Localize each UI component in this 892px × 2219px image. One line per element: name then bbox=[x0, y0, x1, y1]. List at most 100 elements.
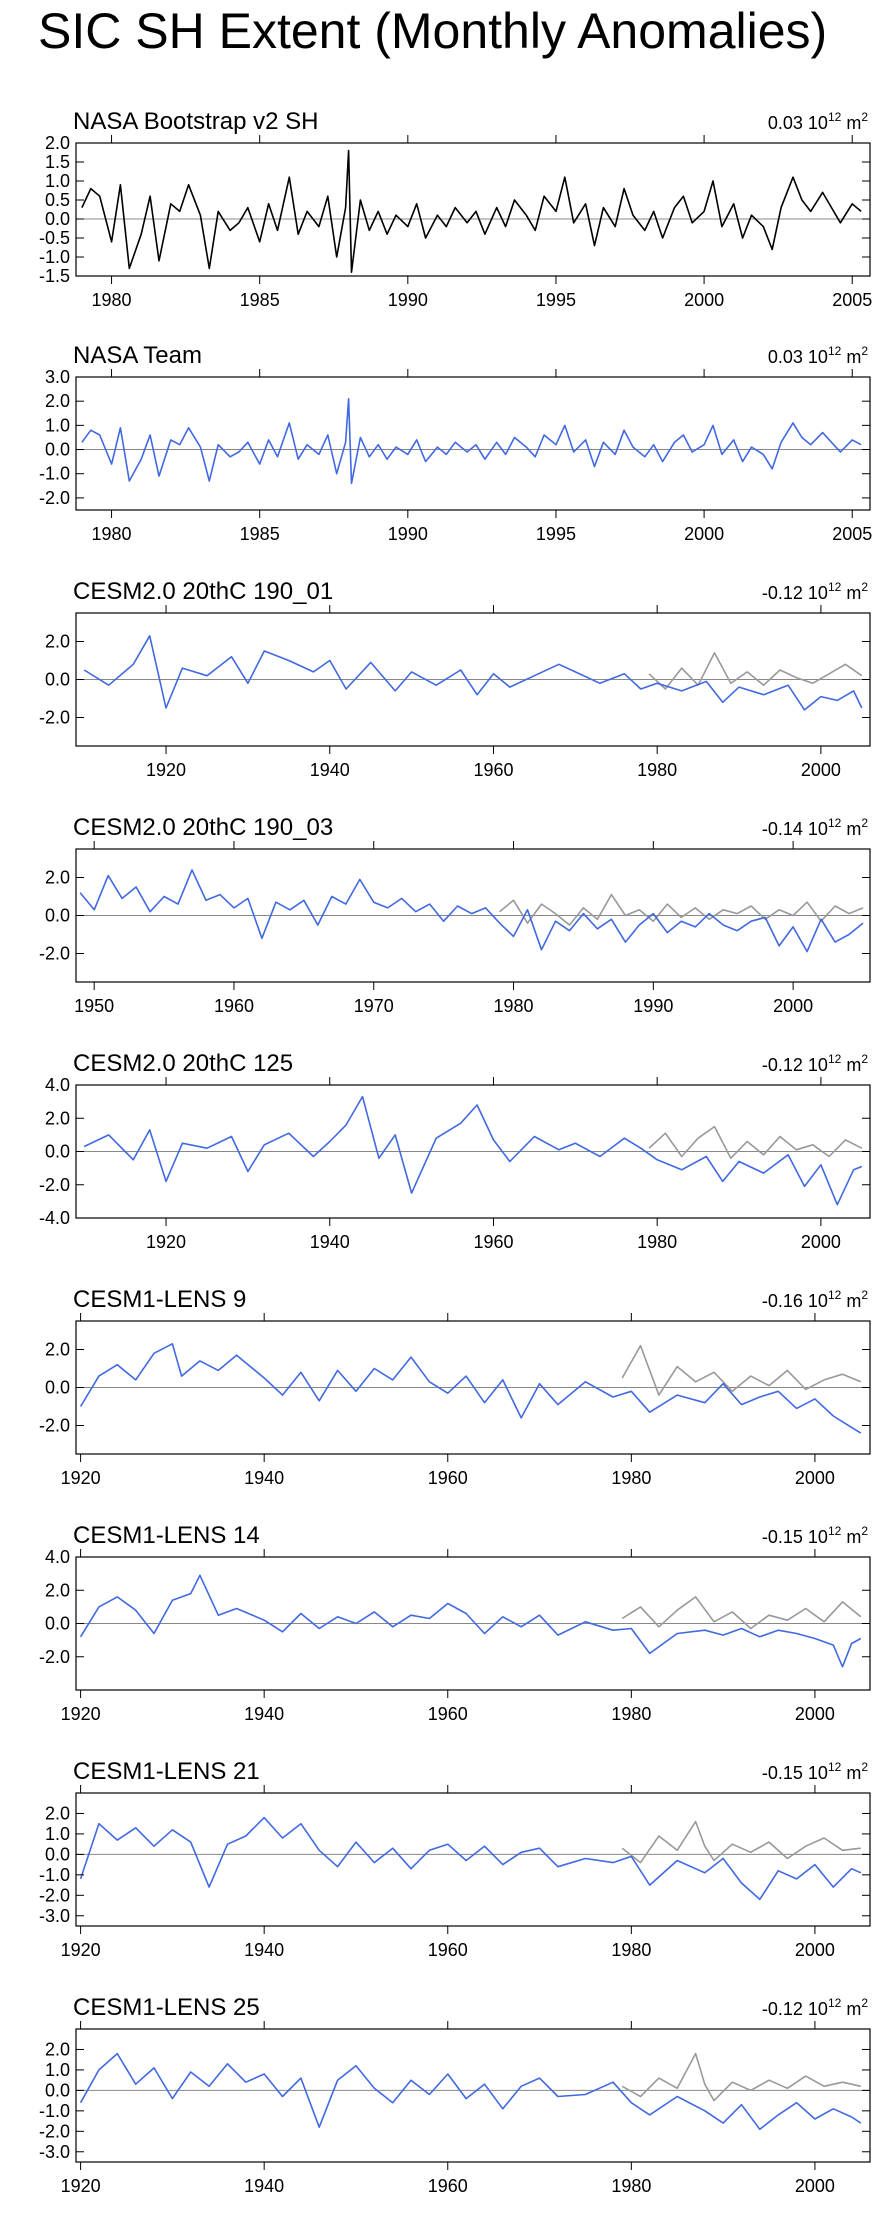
x-tick-label: 1980 bbox=[92, 290, 132, 310]
y-tick-label: 1.0 bbox=[45, 2060, 70, 2080]
x-tick-label: 1970 bbox=[354, 996, 394, 1016]
chart-panel-7: -2.0 0.0 2.0 4.0 1920 1940 1960 1980 2000 CESM1-L… bbox=[39, 1522, 871, 1724]
y-tick-label: 0.0 bbox=[45, 1142, 70, 1162]
y-tick-label: 2.0 bbox=[45, 1340, 70, 1360]
x-tick-label: 1980 bbox=[494, 996, 534, 1016]
y-tick-label: -1.0 bbox=[39, 464, 70, 484]
chart-panel-5: -4.0 -2.0 0.0 2.0 4.0 1920 1940 1960 1980 2000 CES… bbox=[39, 1050, 871, 1252]
y-tick-label: 1.5 bbox=[45, 152, 70, 172]
y-tick-label: -1.5 bbox=[39, 266, 70, 286]
x-tick-label: 1940 bbox=[244, 1468, 284, 1488]
series-line-1 bbox=[648, 652, 863, 690]
panel-stat: -0.12 1012 m2 bbox=[762, 1996, 868, 2019]
y-tick-label: 2.0 bbox=[45, 868, 70, 888]
x-tick-label: 2005 bbox=[832, 524, 872, 544]
x-tick-label: 1960 bbox=[428, 1940, 468, 1960]
page-title: SIC SH Extent (Monthly Anomalies) bbox=[38, 3, 828, 59]
chart-panel-6: -2.0 0.0 2.0 1920 1940 1960 1980 2000 CESM1-LENS… bbox=[39, 1286, 871, 1488]
panel-stat: -0.15 1012 m2 bbox=[762, 1524, 868, 1547]
y-tick-label: -3.0 bbox=[39, 1906, 70, 1926]
x-tick-label: 1940 bbox=[244, 1940, 284, 1960]
y-tick-label: 1.0 bbox=[45, 1824, 70, 1844]
y-tick-label: 2.0 bbox=[45, 391, 70, 411]
series-line-1 bbox=[621, 1344, 862, 1396]
y-tick-label: -1.0 bbox=[39, 247, 70, 267]
chart-panel-4: -2.0 0.0 2.0 1950 1960 1970 1980 1990 2000 CESM2.… bbox=[39, 814, 871, 1016]
y-tick-label: 0.0 bbox=[45, 440, 70, 460]
series-line-1 bbox=[81, 397, 862, 485]
y-tick-label: -2.0 bbox=[39, 1885, 70, 1905]
y-tick-label: 2.0 bbox=[45, 1580, 70, 1600]
panel-title: CESM2.0 20thC 125 bbox=[73, 1050, 293, 1077]
x-tick-label: 1960 bbox=[473, 760, 513, 780]
y-tick-label: -3.0 bbox=[39, 2142, 70, 2162]
y-tick-label: 0.0 bbox=[45, 1614, 70, 1634]
y-tick-label: 4.0 bbox=[45, 1547, 70, 1567]
plot-frame bbox=[75, 376, 871, 511]
y-tick-label: 2.0 bbox=[45, 632, 70, 652]
y-tick-label: 2.0 bbox=[45, 133, 70, 153]
series-line-1 bbox=[81, 149, 862, 274]
panel-stat: -0.12 1012 m2 bbox=[762, 580, 868, 603]
series-line-2 bbox=[79, 1574, 862, 1668]
series-line-2 bbox=[79, 1816, 862, 1901]
x-tick-label: 1960 bbox=[473, 1232, 513, 1252]
plot-frame bbox=[75, 2028, 871, 2163]
x-tick-label: 2000 bbox=[795, 2176, 835, 2196]
x-tick-label: 1980 bbox=[92, 524, 132, 544]
x-tick-label: 1940 bbox=[310, 760, 350, 780]
y-tick-label: 1.0 bbox=[45, 171, 70, 191]
plot-frame bbox=[75, 1792, 871, 1927]
y-tick-label: 2.0 bbox=[45, 2039, 70, 2059]
x-tick-label: 2005 bbox=[832, 290, 872, 310]
panel-title: CESM2.0 20thC 190_03 bbox=[73, 814, 333, 841]
series-line-2 bbox=[79, 1343, 862, 1434]
y-tick-label: 3.0 bbox=[45, 367, 70, 387]
panel-stat: -0.15 1012 m2 bbox=[762, 1760, 868, 1783]
panel-title: CESM1-LENS 9 bbox=[73, 1286, 246, 1313]
x-tick-label: 1985 bbox=[240, 524, 280, 544]
y-tick-label: 2.0 bbox=[45, 1108, 70, 1128]
panel-title: NASA Bootstrap v2 SH bbox=[73, 108, 318, 135]
x-tick-label: 1960 bbox=[214, 996, 254, 1016]
panel-title: CESM1-LENS 14 bbox=[73, 1522, 260, 1549]
panel-stat: 0.03 1012 m2 bbox=[768, 110, 868, 133]
x-tick-label: 2000 bbox=[795, 1468, 835, 1488]
x-tick-label: 1960 bbox=[428, 1468, 468, 1488]
x-tick-label: 2000 bbox=[684, 290, 724, 310]
y-tick-label: 0.0 bbox=[45, 1378, 70, 1398]
x-tick-label: 1980 bbox=[611, 1468, 651, 1488]
y-tick-label: -2.0 bbox=[39, 1416, 70, 1436]
series-line-1 bbox=[621, 1820, 861, 1864]
chart-panel-3: -2.0 0.0 2.0 1920 1940 1960 1980 2000 CESM2.0 20… bbox=[39, 578, 871, 780]
x-tick-label: 1995 bbox=[536, 524, 576, 544]
x-tick-label: 1990 bbox=[388, 524, 428, 544]
y-tick-label: -0.5 bbox=[39, 228, 70, 248]
series-line-2 bbox=[83, 1095, 863, 1206]
panel-title: CESM2.0 20thC 190_01 bbox=[73, 578, 333, 605]
y-tick-label: -1.0 bbox=[39, 1865, 70, 1885]
x-tick-label: 1920 bbox=[61, 2176, 101, 2196]
y-tick-label: -2.0 bbox=[39, 1175, 70, 1195]
x-tick-label: 1920 bbox=[61, 1704, 101, 1724]
x-tick-label: 1980 bbox=[611, 1940, 651, 1960]
y-tick-label: -2.0 bbox=[39, 708, 70, 728]
y-tick-label: 0.0 bbox=[45, 209, 70, 229]
x-tick-label: 1920 bbox=[146, 1232, 186, 1252]
x-tick-label: 1940 bbox=[244, 2176, 284, 2196]
y-tick-label: -2.0 bbox=[39, 2121, 70, 2141]
series-line-2 bbox=[79, 869, 864, 953]
x-tick-label: 1980 bbox=[611, 2176, 651, 2196]
series-line-2 bbox=[79, 2052, 862, 2131]
chart-panel-2: -2.0 -1.0 0.0 1.0 2.0 3.0 1980 1985 1990 1995 2000… bbox=[39, 342, 872, 544]
y-tick-label: 0.0 bbox=[45, 670, 70, 690]
x-tick-label: 1995 bbox=[536, 290, 576, 310]
x-tick-label: 1940 bbox=[310, 1232, 350, 1252]
x-tick-label: 1920 bbox=[146, 760, 186, 780]
y-tick-label: -2.0 bbox=[39, 1647, 70, 1667]
x-tick-label: 1980 bbox=[611, 1704, 651, 1724]
chart-panel-1: -1.5-1.0-0.50.00.51.01.52.0 1980 1985 1990 1… bbox=[39, 108, 872, 310]
series-line-2 bbox=[83, 634, 863, 711]
panel-title: NASA Team bbox=[73, 342, 202, 369]
